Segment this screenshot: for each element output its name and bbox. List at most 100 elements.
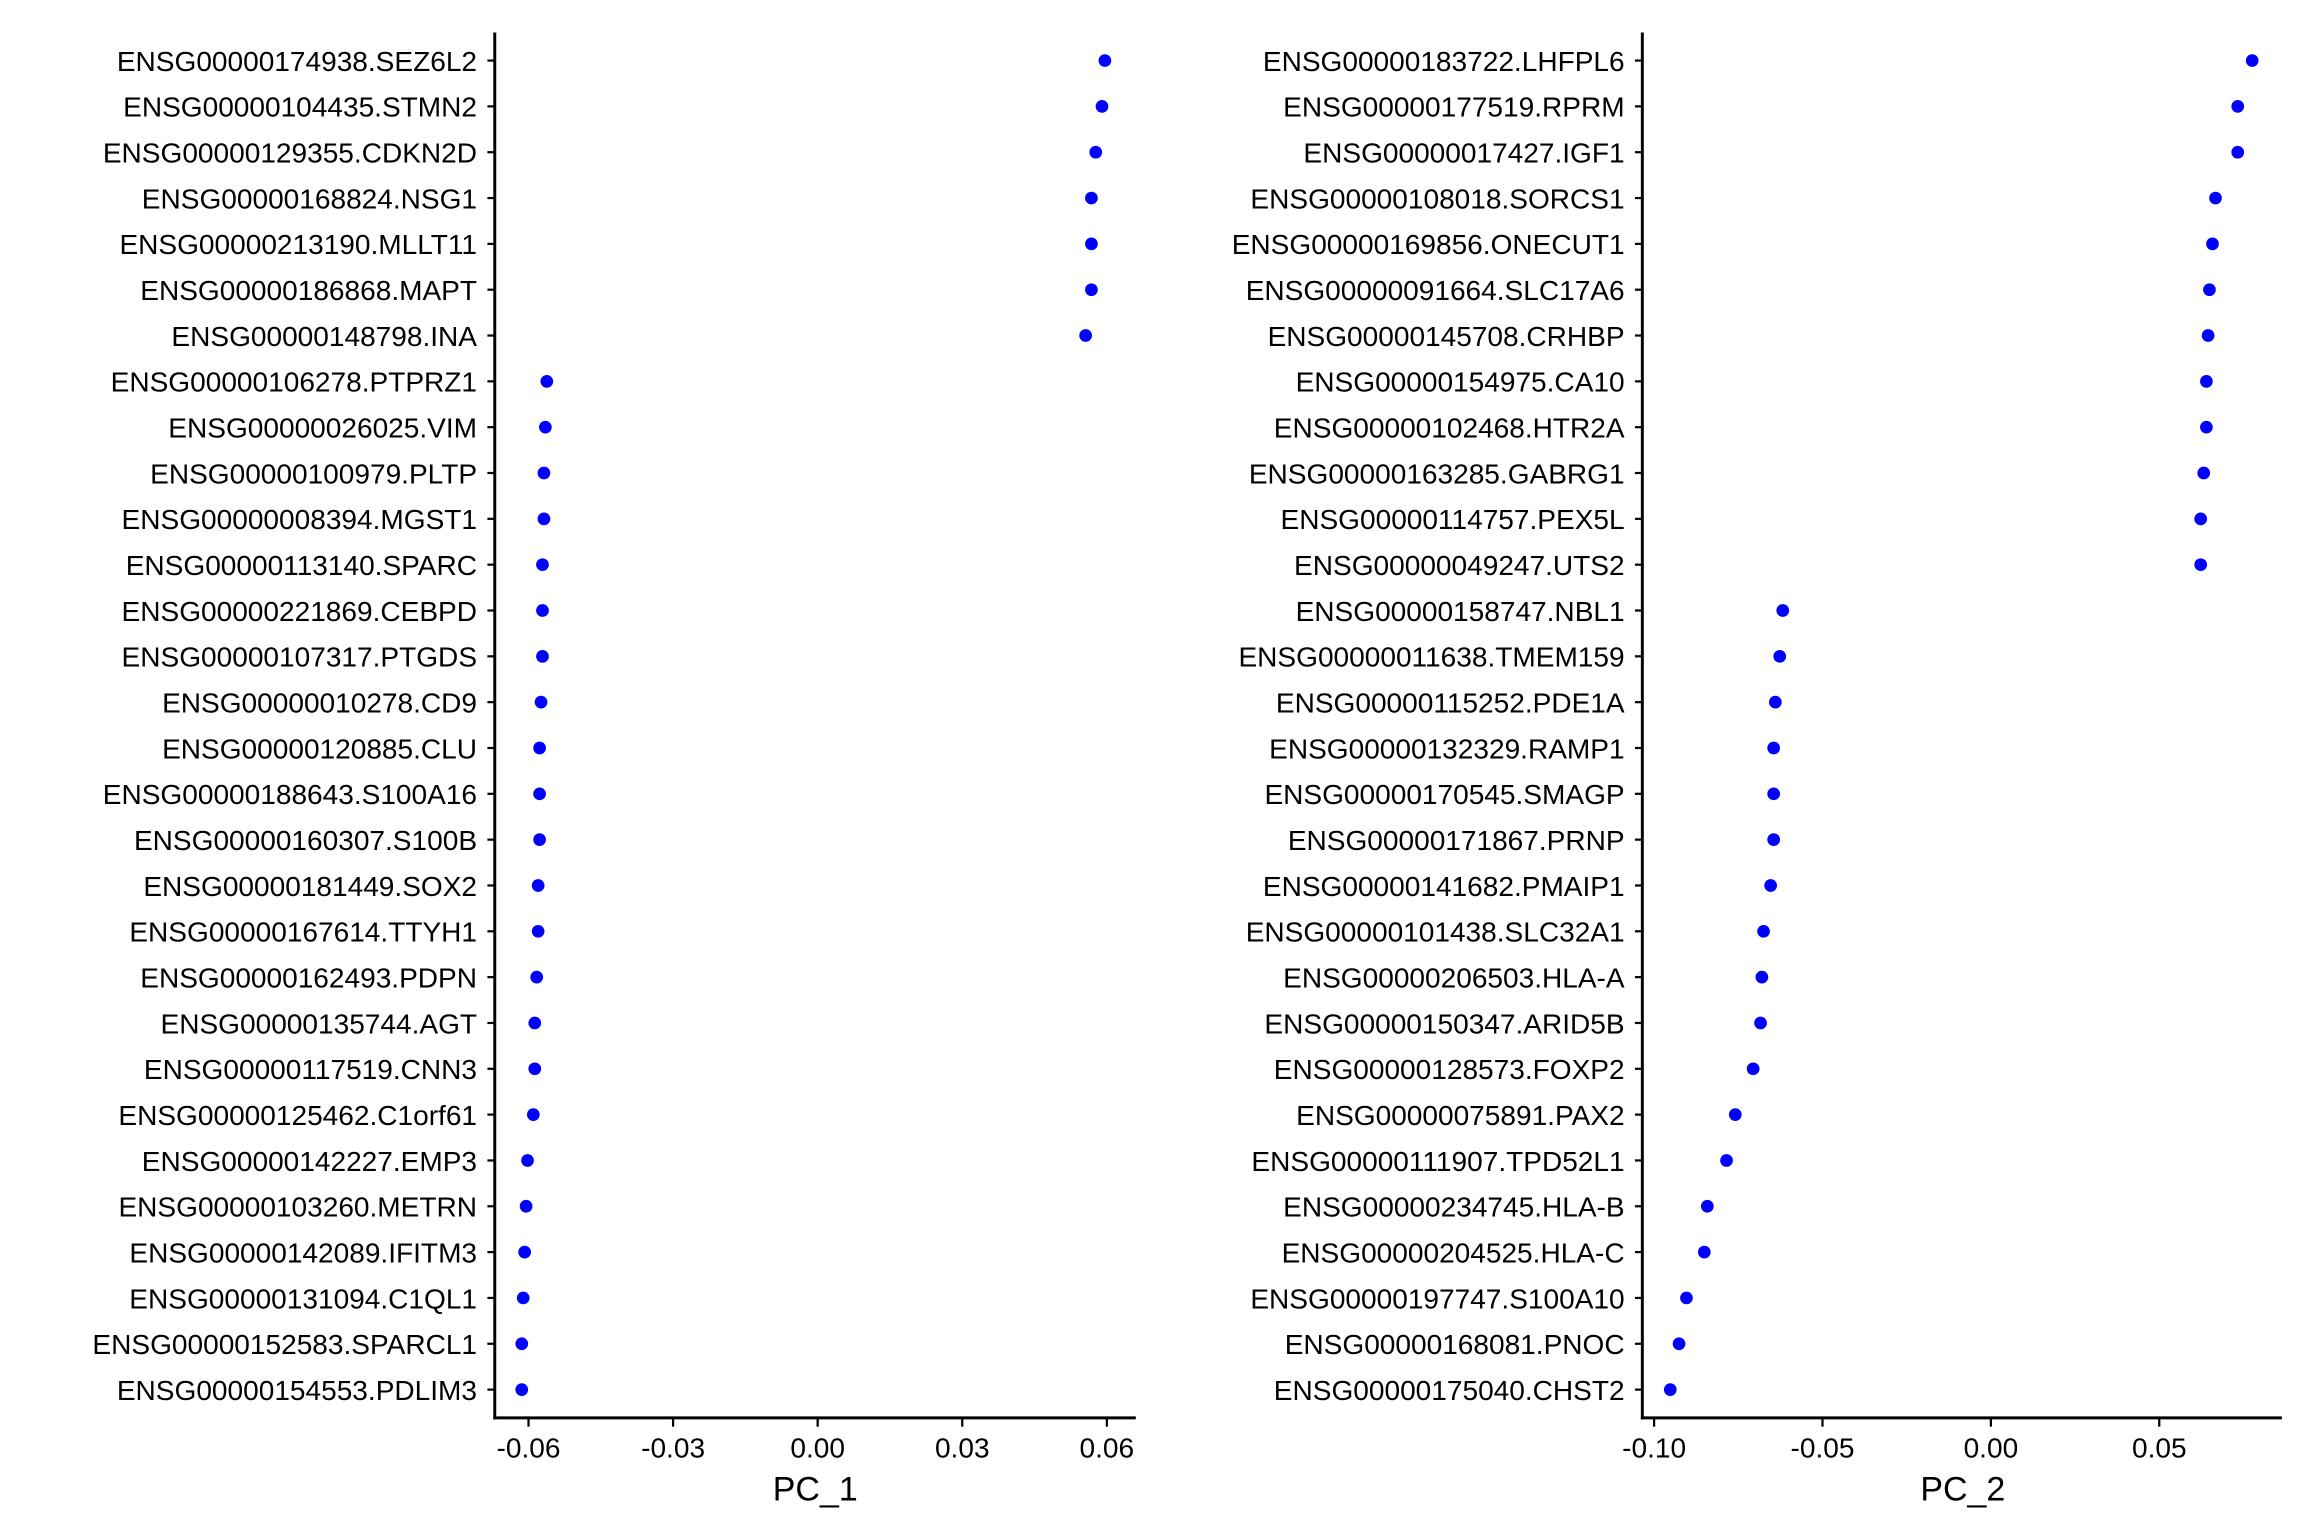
data-point: [1769, 695, 1782, 709]
data-point: [2209, 191, 2222, 205]
gene-label: ENSG00000008394.MGST1: [122, 504, 477, 535]
gene-label: ENSG00000148798.INA: [171, 321, 477, 352]
gene-label: ENSG00000049247.UTS2: [1294, 550, 1625, 581]
data-point: [536, 604, 549, 617]
data-point: [1085, 283, 1098, 297]
data-point: [528, 1062, 542, 1076]
gene-label: ENSG00000026025.VIM: [168, 413, 477, 444]
data-point: [1773, 649, 1787, 663]
gene-label: ENSG00000120885.CLU: [162, 733, 477, 764]
x-tick-label: 0.00: [790, 1433, 845, 1464]
data-point: [2194, 558, 2208, 572]
gene-label: ENSG00000160307.S100B: [134, 825, 477, 856]
gene-label: ENSG00000221869.CEBPD: [122, 596, 478, 627]
gene-label: ENSG00000169856.ONECUT1: [1232, 229, 1625, 260]
gene-label: ENSG00000204525.HLA-C: [1282, 1237, 1625, 1268]
gene-label: ENSG00000141682.PMAIP1: [1263, 871, 1625, 902]
data-point: [1700, 1199, 1714, 1213]
gene-label: ENSG00000125462.C1orf61: [118, 1100, 477, 1131]
data-point: [1720, 1154, 1733, 1167]
data-point: [534, 695, 548, 709]
data-point: [528, 1016, 542, 1030]
gene-label: ENSG00000111907.TPD52L1: [1251, 1146, 1624, 1177]
gene-label: ENSG00000167614.TTYH1: [129, 917, 477, 948]
gene-label: ENSG00000103260.METRN: [118, 1192, 477, 1223]
data-point: [2197, 466, 2211, 480]
data-point: [1697, 1245, 1711, 1259]
gene-label: ENSG00000132329.RAMP1: [1269, 733, 1624, 764]
data-point: [518, 1245, 532, 1259]
gene-label: ENSG00000017427.IGF1: [1303, 138, 1624, 169]
gene-label: ENSG00000010278.CD9: [162, 687, 477, 718]
data-point: [2201, 329, 2215, 342]
gene-label: ENSG00000171867.PRNP: [1288, 825, 1625, 856]
gene-label: ENSG00000142227.EMP3: [142, 1146, 477, 1177]
data-point: [1663, 1383, 1677, 1396]
gene-label: ENSG00000234745.HLA-B: [1283, 1192, 1624, 1223]
gene-label: ENSG00000135744.AGT: [161, 1008, 478, 1039]
x-tick-label: -0.03: [641, 1433, 705, 1464]
data-point: [2245, 54, 2259, 67]
data-point: [2231, 145, 2245, 159]
gene-label: ENSG00000145708.CRHBP: [1268, 321, 1625, 352]
data-point: [1757, 924, 1770, 938]
gene-label: ENSG00000102468.HTR2A: [1274, 413, 1625, 444]
data-point: [537, 466, 551, 480]
data-point: [521, 1154, 534, 1167]
data-point: [1755, 970, 1769, 984]
gene-label: ENSG00000107317.PTGDS: [122, 642, 477, 673]
gene-label: ENSG00000113140.SPARC: [126, 550, 477, 581]
gene-label: ENSG00000131094.C1QL1: [129, 1283, 477, 1314]
data-point: [531, 879, 545, 892]
data-point: [1085, 191, 1098, 205]
data-point: [533, 787, 546, 801]
data-point: [2200, 420, 2213, 434]
x-tick-label: -0.06: [497, 1433, 561, 1464]
pc1-panel: PC_1 -0.06 -0.03 0.00 0.03 0.06 ENSG000001749…: [92, 32, 1136, 1509]
data-point: [533, 741, 546, 755]
gene-label: ENSG00000101438.SLC32A1: [1246, 917, 1625, 948]
data-point: [519, 1199, 533, 1213]
x-tick-label: 0.06: [1080, 1433, 1135, 1464]
gene-label: ENSG00000213190.MLLT11: [119, 229, 477, 260]
data-point: [2203, 283, 2216, 297]
data-point: [1079, 329, 1092, 342]
gene-label: ENSG00000206503.HLA-A: [1283, 962, 1625, 993]
gene-label: ENSG00000168824.NSG1: [142, 183, 477, 214]
gene-label: ENSG00000154553.PDLIM3: [117, 1375, 477, 1406]
x-tick-label: -0.05: [1791, 1433, 1855, 1464]
gene-label: ENSG00000117519.CNN3: [144, 1054, 477, 1085]
data-point: [1754, 1016, 1767, 1030]
gene-label: ENSG00000091664.SLC17A6: [1246, 275, 1625, 306]
data-point: [1764, 879, 1777, 892]
gene-label: ENSG00000114757.PEX5L: [1281, 504, 1625, 535]
data-point: [1767, 833, 1781, 846]
gene-label: ENSG00000129355.CDKN2D: [103, 138, 477, 169]
gene-label: ENSG00000170545.SMAGP: [1264, 779, 1624, 810]
data-point: [536, 649, 549, 663]
gene-label: ENSG00000011638.TMEM159: [1238, 642, 1624, 673]
gene-label: ENSG00000175040.CHST2: [1274, 1375, 1625, 1406]
x-tick-label: -0.10: [1622, 1433, 1686, 1464]
gene-label: ENSG00000163285.GABRG1: [1249, 458, 1625, 489]
data-point: [526, 1108, 540, 1121]
x-tick-label: 0.05: [2132, 1433, 2187, 1464]
gene-label: ENSG00000150347.ARID5B: [1264, 1008, 1624, 1039]
data-point: [2200, 375, 2213, 388]
data-point: [539, 420, 552, 434]
data-point: [1680, 1291, 1693, 1305]
data-point: [533, 833, 546, 846]
gene-label: ENSG00000100979.PLTP: [150, 458, 477, 489]
gene-label: ENSG00000181449.SOX2: [143, 871, 477, 902]
gene-label: ENSG00000174938.SEZ6L2: [117, 46, 477, 77]
data-point: [1672, 1337, 1686, 1351]
data-point: [540, 375, 554, 388]
gene-label: ENSG00000183722.LHFPL6: [1263, 46, 1625, 77]
data-point: [515, 1337, 529, 1351]
gene-label: ENSG00000152583.SPARCL1: [92, 1329, 477, 1360]
data-point: [1085, 237, 1098, 251]
gene-label: ENSG00000104435.STMN2: [123, 92, 477, 123]
data-point: [1767, 741, 1781, 755]
gene-label: ENSG00000106278.PTPRZ1: [111, 367, 477, 398]
